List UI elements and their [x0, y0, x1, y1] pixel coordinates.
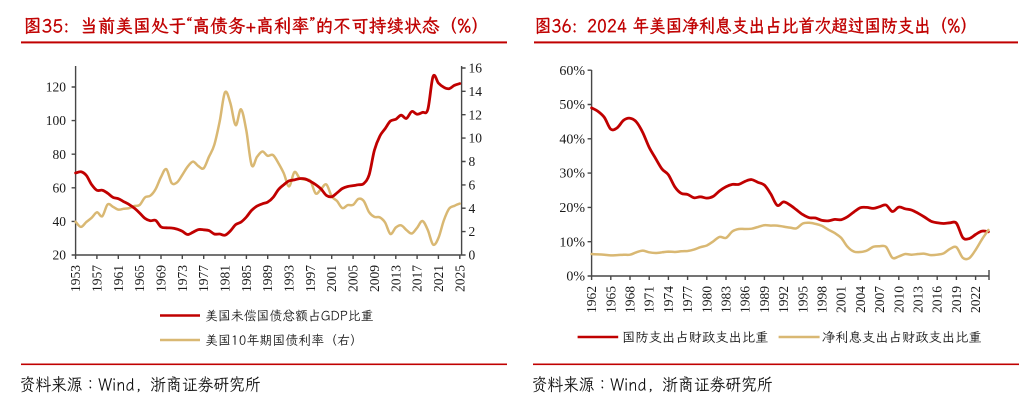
svg-text:60: 60 — [53, 180, 67, 195]
svg-text:10%: 10% — [559, 235, 585, 250]
svg-text:1971: 1971 — [642, 286, 657, 313]
svg-text:60%: 60% — [559, 64, 585, 79]
svg-text:40: 40 — [53, 214, 67, 229]
svg-text:1957: 1957 — [89, 265, 104, 292]
svg-text:2009: 2009 — [367, 265, 382, 292]
svg-text:2001: 2001 — [324, 265, 339, 292]
svg-text:2004: 2004 — [853, 286, 868, 313]
svg-text:100: 100 — [46, 113, 67, 128]
svg-text:2025: 2025 — [452, 265, 467, 292]
svg-text:1980: 1980 — [699, 286, 714, 313]
svg-text:1986: 1986 — [738, 286, 753, 313]
svg-text:2019: 2019 — [949, 286, 964, 313]
svg-text:80: 80 — [53, 147, 67, 162]
svg-text:1974: 1974 — [661, 286, 676, 313]
svg-text:2016: 2016 — [930, 286, 945, 313]
svg-text:1962: 1962 — [584, 286, 599, 313]
svg-text:10: 10 — [469, 131, 483, 146]
svg-text:120: 120 — [46, 80, 67, 95]
svg-text:1953: 1953 — [68, 265, 83, 292]
svg-text:1969: 1969 — [154, 265, 169, 292]
svg-text:2: 2 — [469, 224, 476, 239]
svg-text:50%: 50% — [559, 98, 585, 113]
svg-text:1993: 1993 — [282, 265, 297, 292]
svg-text:1981: 1981 — [218, 265, 233, 292]
svg-text:1977: 1977 — [680, 286, 695, 313]
svg-text:1968: 1968 — [623, 286, 638, 313]
svg-text:0%: 0% — [566, 270, 585, 285]
svg-text:1985: 1985 — [239, 265, 254, 292]
svg-text:2007: 2007 — [872, 286, 887, 313]
svg-text:2022: 2022 — [968, 286, 983, 313]
svg-text:1961: 1961 — [111, 265, 126, 292]
svg-text:6: 6 — [469, 178, 476, 193]
svg-text:20%: 20% — [559, 201, 585, 216]
svg-text:14: 14 — [469, 84, 483, 99]
svg-text:1997: 1997 — [303, 265, 318, 292]
svg-text:1973: 1973 — [175, 265, 190, 292]
svg-text:16: 16 — [469, 61, 483, 76]
svg-text:12: 12 — [469, 107, 483, 122]
svg-text:40%: 40% — [559, 132, 585, 147]
svg-text:2021: 2021 — [431, 265, 446, 292]
svg-text:2010: 2010 — [891, 286, 906, 313]
svg-text:1989: 1989 — [757, 286, 772, 313]
svg-text:2005: 2005 — [346, 265, 361, 292]
svg-text:1965: 1965 — [132, 265, 147, 292]
svg-text:1983: 1983 — [719, 286, 734, 313]
svg-text:30%: 30% — [559, 167, 585, 182]
svg-text:1977: 1977 — [196, 265, 211, 292]
svg-text:0: 0 — [469, 248, 476, 263]
svg-text:4: 4 — [469, 201, 476, 216]
svg-text:1992: 1992 — [776, 286, 791, 313]
svg-text:2001: 2001 — [834, 286, 849, 313]
svg-text:1998: 1998 — [815, 286, 830, 313]
svg-text:1989: 1989 — [260, 265, 275, 292]
svg-text:8: 8 — [469, 154, 476, 169]
svg-text:1965: 1965 — [603, 286, 618, 313]
svg-text:20: 20 — [53, 248, 67, 263]
svg-text:2017: 2017 — [410, 265, 425, 292]
svg-text:2013: 2013 — [911, 286, 926, 313]
svg-text:1995: 1995 — [795, 286, 810, 313]
svg-text:2013: 2013 — [388, 265, 403, 292]
